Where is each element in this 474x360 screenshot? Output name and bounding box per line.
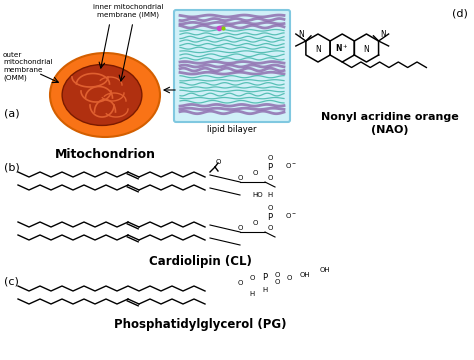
Text: (c): (c) [4, 276, 19, 286]
Text: O: O [274, 279, 280, 285]
Text: Mitochondrion: Mitochondrion [55, 148, 155, 161]
Text: OH: OH [320, 267, 331, 273]
Text: O: O [252, 220, 258, 226]
Text: O: O [249, 275, 255, 281]
Text: (b): (b) [4, 163, 20, 173]
Text: O: O [267, 175, 273, 181]
Text: O: O [274, 272, 280, 278]
Text: lipid bilayer: lipid bilayer [207, 125, 257, 134]
Text: O: O [237, 280, 243, 286]
Text: H: H [267, 192, 273, 198]
Text: O$^-$: O$^-$ [285, 161, 297, 170]
Text: O: O [267, 225, 273, 231]
Text: N: N [315, 45, 321, 54]
Text: N: N [298, 30, 304, 39]
Text: H: H [249, 291, 255, 297]
Text: O: O [252, 170, 258, 176]
Ellipse shape [50, 53, 160, 137]
Text: inner mitochondrial
membrane (IMM): inner mitochondrial membrane (IMM) [93, 4, 163, 18]
Text: P: P [263, 274, 267, 283]
Text: Phosphatidylglycerol (PG): Phosphatidylglycerol (PG) [114, 318, 286, 331]
Text: N: N [381, 30, 386, 39]
FancyBboxPatch shape [174, 10, 290, 122]
Ellipse shape [62, 64, 142, 125]
Text: Nonyl acridine orange
(NAO): Nonyl acridine orange (NAO) [321, 112, 459, 135]
Text: outer
mitochondrial
membrane
(OMM): outer mitochondrial membrane (OMM) [3, 52, 53, 81]
Text: O: O [286, 275, 292, 281]
Text: O: O [267, 155, 273, 161]
Text: H: H [263, 287, 268, 293]
Text: O: O [267, 205, 273, 211]
Text: O: O [237, 225, 243, 231]
Text: (a): (a) [4, 108, 19, 118]
Text: N: N [364, 45, 369, 54]
Text: HO: HO [253, 192, 264, 198]
Text: O: O [216, 159, 221, 165]
Text: P: P [267, 163, 273, 172]
Text: O: O [237, 175, 243, 181]
Text: N$^+$: N$^+$ [336, 42, 349, 54]
Text: O$^-$: O$^-$ [285, 211, 297, 220]
Text: P: P [267, 213, 273, 222]
Text: (d): (d) [452, 8, 468, 18]
Text: OH: OH [300, 272, 310, 278]
Text: Cardiolipin (CL): Cardiolipin (CL) [148, 255, 251, 268]
